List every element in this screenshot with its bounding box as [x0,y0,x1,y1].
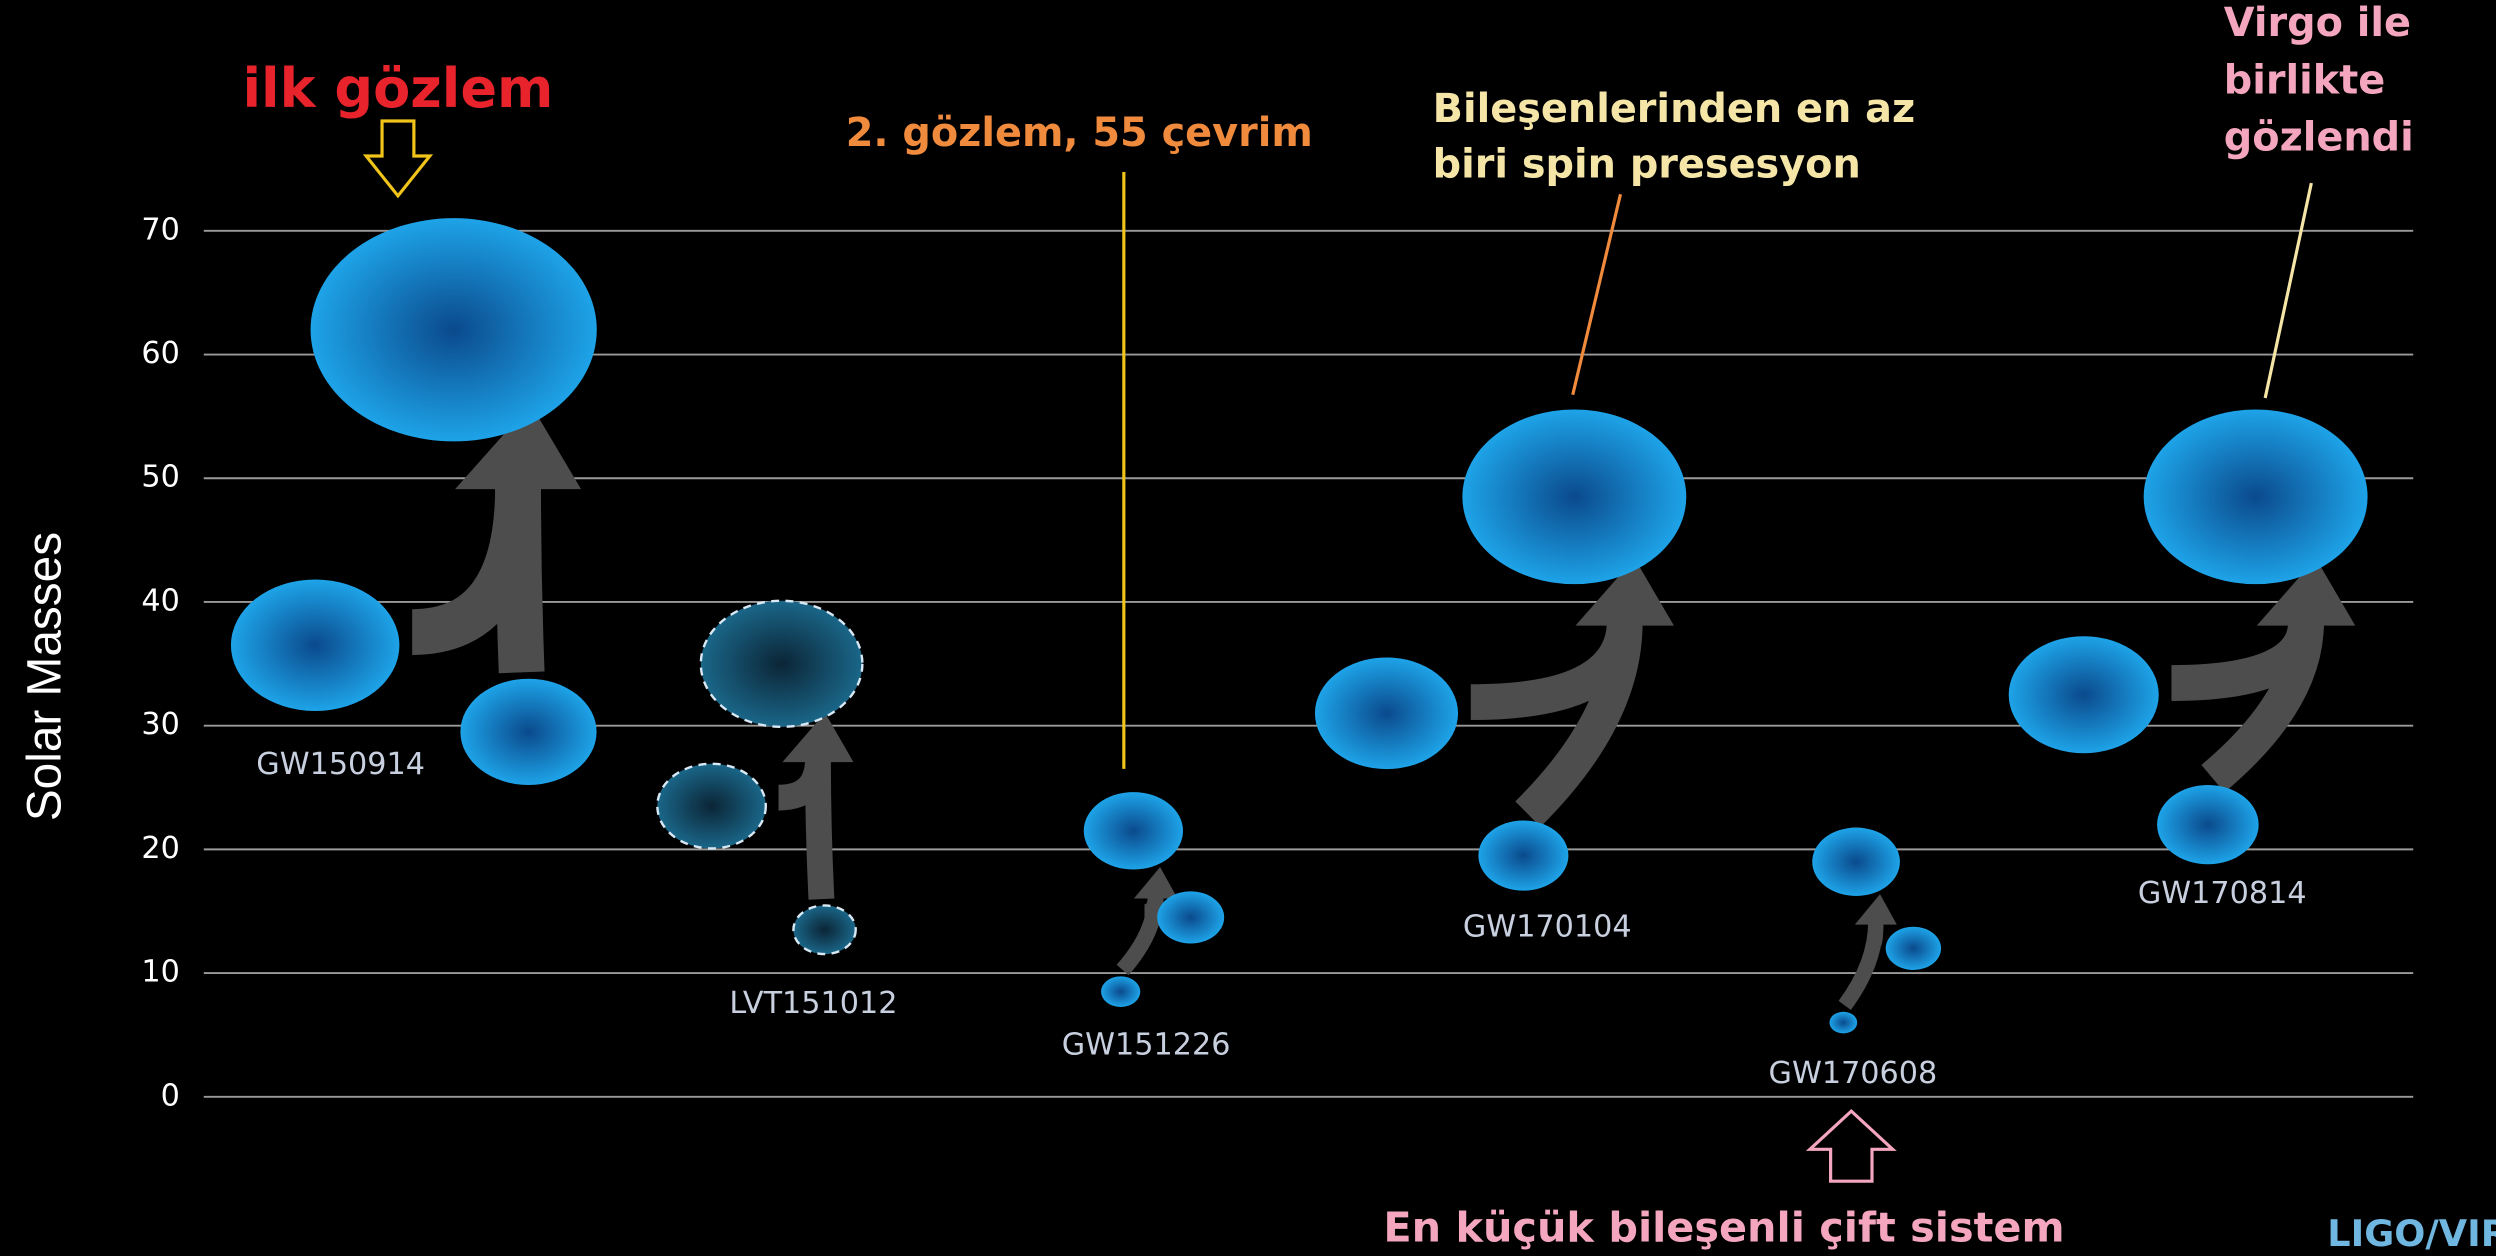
bubble [2008,636,2159,754]
arrow-head [1133,866,1178,899]
arrow-head [1575,558,1674,626]
bubble [2143,409,2368,585]
bubble [1812,827,1900,896]
bubble [1462,409,1687,585]
pointer-line [2263,182,2313,399]
annotation: Virgo ile [2224,0,2411,46]
annotation: 2. gözlem, 55 çevrim [846,110,1313,156]
merger-arrow [1116,895,1164,976]
pointer-line [1571,193,1623,396]
y-tick-label: 30 [141,707,179,742]
event-label: LVT151012 [729,986,897,1021]
annotation: Bileşenlerinden en az [1433,86,1916,132]
bubble [1083,792,1184,870]
annotation: birlikte [2224,57,2385,103]
annotation: biri spin presesyon [1433,142,1861,188]
pointer-arrow [362,119,434,199]
annotation: gözlendi [2224,115,2414,161]
bubble [1101,976,1141,1007]
pointer-arrow [1805,1108,1897,1183]
y-tick-label: 60 [141,336,179,371]
y-tick-label: 20 [141,831,179,866]
bubble [1829,1011,1858,1034]
merger-arrow [1515,622,1643,827]
y-axis-label: Solar Masses [18,532,71,821]
bubble [1157,891,1225,944]
merger-arrow [2201,621,2324,793]
bubble [310,218,597,442]
event-label: GW150914 [256,747,425,782]
bubble [460,678,597,785]
merger-arrows [411,404,2356,1010]
bubble [1478,820,1569,891]
arrow-head [782,712,854,763]
bubble [1885,926,1942,970]
arrow-head [455,404,582,490]
y-tick-label: 70 [141,212,179,247]
bubble [1314,657,1459,770]
y-tick-label: 0 [161,1078,180,1113]
bubble [230,579,400,711]
event-label: GW151226 [1062,1027,1231,1062]
bubble [699,599,864,729]
merger-arrow [805,758,835,900]
y-tick-label: 50 [141,460,179,495]
y-tick-label: 40 [141,583,179,618]
merger-arrow [495,485,545,674]
event-label: GW170104 [1463,910,1632,945]
credit: LIGO/VIRGO [2327,1212,2496,1255]
bubble [656,762,767,850]
merger-arrow [1838,921,1884,1010]
bubble [2157,785,2259,865]
event-label: GW170608 [1769,1056,1938,1091]
y-tick-label: 10 [141,955,179,990]
annotation: ilk gözlem [242,57,553,120]
event-label: GW170814 [2138,876,2307,911]
bubbles: GW150914 LVT151012 GW151226 GW170104 GW17060… [230,218,2368,1091]
arrow-head [2256,558,2356,626]
arrow-head [1854,894,1897,925]
bubble [792,904,857,956]
annotation: En küçük bileşenli çift sistem [1383,1204,2064,1252]
